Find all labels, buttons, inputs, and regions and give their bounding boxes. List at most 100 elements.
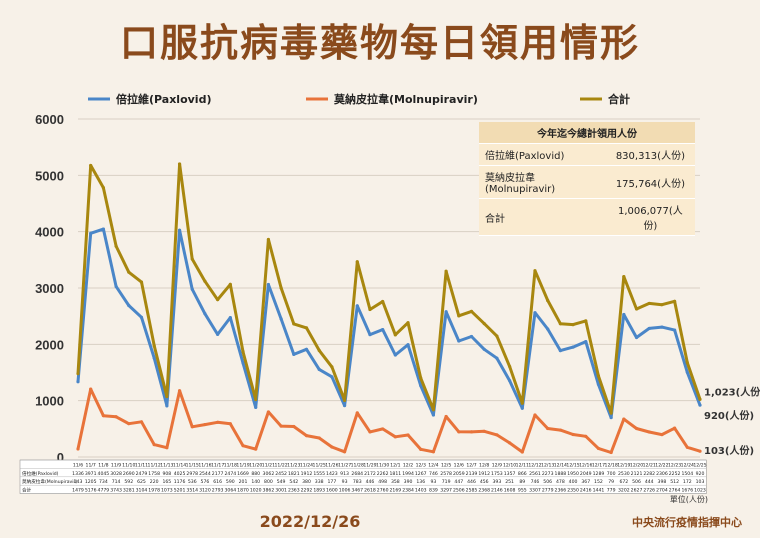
table-value-cell: 625 — [137, 479, 146, 485]
data-point-paxlovid — [381, 327, 385, 332]
data-point-molnupiravir — [177, 389, 182, 393]
table-value-cell: 2363 — [288, 488, 300, 494]
table-value-cell: 390 — [404, 479, 413, 485]
table-value-cell: 136 — [416, 479, 425, 485]
data-point-total — [584, 319, 588, 323]
table-value-cell: 1608 — [504, 488, 516, 494]
data-point-molnupiravir — [393, 435, 397, 439]
table-date-cell: 11/20 — [249, 462, 262, 468]
table-value-cell: 251 — [505, 479, 514, 485]
data-point-total — [520, 401, 524, 405]
table-value-cell: 172 — [683, 479, 692, 485]
table-date-cell: 11/15 — [186, 462, 199, 468]
table-value-cell: 746 — [531, 479, 540, 485]
table-value-cell: 2506 — [453, 488, 465, 494]
table-value-cell: 2793 — [212, 488, 224, 494]
data-point-total — [622, 275, 626, 279]
table-date-cell: 12/15 — [566, 462, 579, 468]
data-point-total — [101, 186, 105, 190]
table-value-cell: 800 — [264, 479, 273, 485]
table-value-cell: 549 — [277, 479, 286, 485]
data-point-paxlovid — [228, 316, 232, 320]
table-date-cell: 12/19 — [617, 462, 630, 468]
table-value-cell: 177 — [327, 479, 336, 485]
data-point-total — [596, 374, 601, 378]
data-point-paxlovid — [634, 335, 639, 340]
table-value-cell: 1073 — [161, 488, 173, 494]
end-label-paxlovid: 920(人份) — [704, 409, 754, 422]
data-point-paxlovid — [507, 378, 512, 383]
table-value-cell: 536 — [188, 479, 197, 485]
table-value-cell: 1893 — [313, 488, 325, 494]
table-value-cell: 165 — [162, 479, 171, 485]
table-value-cell: 783 — [353, 479, 362, 485]
table-value-cell: 393 — [493, 479, 502, 485]
data-point-paxlovid — [342, 403, 347, 408]
table-value-cell: 1870 — [237, 488, 249, 494]
table-value-cell: 2350 — [567, 488, 579, 494]
data-point-total — [507, 364, 512, 369]
data-point-total — [165, 394, 169, 399]
table-value-cell: 89 — [519, 479, 525, 485]
table-value-cell: 2627 — [631, 488, 643, 494]
data-point-total — [431, 408, 436, 412]
table-value-cell: 140 — [251, 479, 260, 485]
data-point-paxlovid — [317, 367, 321, 372]
table-value-cell: 3028 — [110, 471, 122, 477]
table-date-cell: 11/13 — [160, 462, 173, 468]
summary-value: 175,764(人份) — [605, 165, 695, 199]
data-point-paxlovid — [190, 287, 194, 291]
data-point-total — [469, 309, 474, 313]
table-value-cell: 2177 — [212, 471, 224, 477]
table-value-cell: 456 — [480, 479, 489, 485]
data-point-total — [698, 397, 702, 401]
table-value-cell: 576 — [201, 479, 210, 485]
date-label: 2022/12/26 — [259, 512, 361, 531]
table-value-cell: 1205 — [85, 479, 97, 485]
table-value-cell: 1555 — [313, 471, 325, 477]
data-point-molnupiravir — [444, 414, 448, 419]
table-value-cell: 714 — [112, 479, 121, 485]
table-value-cell: 2452 — [275, 471, 287, 477]
table-value-cell: 1504 — [681, 471, 693, 477]
table-date-cell: 12/5 — [441, 462, 451, 468]
table-date-cell: 11/25 — [313, 462, 326, 468]
table-value-cell: 338 — [315, 479, 324, 485]
table-value-cell: 672 — [619, 479, 628, 485]
table-value-cell: 512 — [670, 479, 679, 485]
data-point-total — [660, 303, 664, 307]
data-point-molnupiravir — [584, 434, 588, 438]
summary-value: 1,006,077(人份) — [605, 198, 695, 236]
table-value-cell: 447 — [454, 479, 463, 485]
data-point-total — [241, 350, 245, 354]
table-value-cell: 955 — [518, 488, 527, 494]
table-value-cell: 1020 — [250, 488, 262, 494]
table-value-cell: 2384 — [402, 488, 414, 494]
data-point-molnupiravir — [165, 446, 169, 450]
table-value-cell: 93 — [430, 479, 436, 485]
table-value-cell: 2690 — [123, 471, 135, 477]
table-date-cell: 12/1 — [390, 462, 400, 468]
legend-label: 合計 — [608, 92, 630, 106]
data-point-total — [558, 322, 562, 326]
data-point-total — [139, 280, 144, 284]
data-point-molnupiravir — [355, 411, 359, 415]
data-point-molnupiravir — [216, 420, 220, 424]
table-value-cell: 4025 — [174, 471, 186, 477]
table-value-cell: 3467 — [351, 488, 363, 494]
summary-header: 今年迄今總計領用人份 — [479, 122, 695, 144]
data-point-paxlovid — [216, 332, 220, 336]
table-value-cell: 839 — [429, 488, 438, 494]
table-value-cell: 3971 — [85, 471, 97, 477]
table-value-cell: 201 — [239, 479, 248, 485]
table-value-cell: 2416 — [580, 488, 592, 494]
table-value-cell: 506 — [543, 479, 552, 485]
table-value-cell: 734 — [99, 479, 108, 485]
table-date-cell: 11/19 — [236, 462, 249, 468]
table-value-cell: 380 — [302, 479, 311, 485]
data-point-total — [673, 299, 677, 303]
table-value-cell: 2764 — [669, 488, 681, 494]
table-value-cell: 3743 — [110, 488, 122, 494]
table-value-cell: 1912 — [301, 471, 313, 477]
